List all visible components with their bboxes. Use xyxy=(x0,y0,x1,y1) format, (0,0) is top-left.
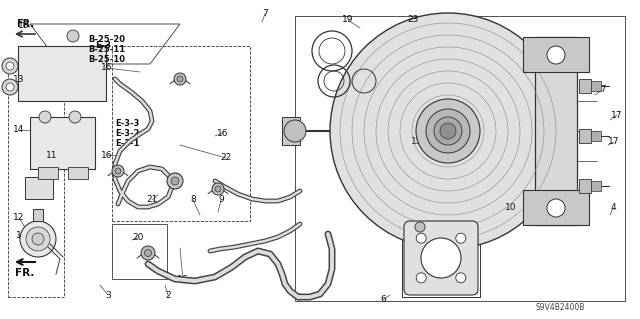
Text: 1: 1 xyxy=(16,231,22,240)
Text: 7: 7 xyxy=(262,10,268,19)
Circle shape xyxy=(6,83,14,91)
Bar xyxy=(295,16,625,301)
Text: 19: 19 xyxy=(342,16,354,25)
Text: FR.: FR. xyxy=(16,19,34,29)
Text: 21: 21 xyxy=(147,196,157,204)
Circle shape xyxy=(421,238,461,278)
Text: 11: 11 xyxy=(46,151,58,160)
Circle shape xyxy=(456,233,466,243)
Text: 16: 16 xyxy=(101,151,113,160)
Text: 17: 17 xyxy=(596,85,608,94)
Circle shape xyxy=(2,58,18,74)
Bar xyxy=(18,46,106,101)
Circle shape xyxy=(67,30,79,42)
Text: E-3-2: E-3-2 xyxy=(115,130,140,138)
Text: 8: 8 xyxy=(190,196,196,204)
Text: 10: 10 xyxy=(505,204,516,212)
Bar xyxy=(523,190,589,225)
Circle shape xyxy=(112,165,124,177)
Circle shape xyxy=(141,246,155,260)
Circle shape xyxy=(284,120,306,142)
Circle shape xyxy=(39,111,51,123)
Circle shape xyxy=(212,183,224,195)
Bar xyxy=(282,117,300,145)
Text: S9V4B2400B: S9V4B2400B xyxy=(535,302,585,311)
Bar xyxy=(25,177,53,199)
Circle shape xyxy=(416,233,426,243)
Text: 23: 23 xyxy=(407,16,419,25)
Circle shape xyxy=(434,117,462,145)
Bar xyxy=(591,181,601,191)
Bar xyxy=(38,167,58,179)
Bar xyxy=(523,37,589,72)
FancyBboxPatch shape xyxy=(404,221,478,295)
Circle shape xyxy=(415,222,425,232)
Text: 17: 17 xyxy=(611,110,623,120)
Bar xyxy=(30,117,95,169)
Bar xyxy=(535,37,577,225)
Text: 22: 22 xyxy=(220,153,232,162)
Text: 16: 16 xyxy=(177,276,189,285)
Circle shape xyxy=(215,186,221,192)
Circle shape xyxy=(440,123,456,139)
Text: 18: 18 xyxy=(19,20,29,29)
Circle shape xyxy=(167,173,183,189)
Text: 12: 12 xyxy=(13,213,25,222)
Circle shape xyxy=(6,62,14,70)
Text: 16: 16 xyxy=(101,63,113,72)
Bar xyxy=(68,167,88,179)
Text: B-25-11: B-25-11 xyxy=(88,44,125,54)
Bar xyxy=(579,179,591,193)
Text: 13: 13 xyxy=(13,76,25,85)
Circle shape xyxy=(174,73,186,85)
Circle shape xyxy=(32,233,44,245)
Text: 4: 4 xyxy=(610,204,616,212)
Circle shape xyxy=(2,79,18,95)
Circle shape xyxy=(177,76,183,82)
Text: E-3: E-3 xyxy=(95,41,111,49)
Bar xyxy=(112,46,250,221)
Text: 16: 16 xyxy=(217,129,228,137)
Circle shape xyxy=(20,221,56,257)
Text: 20: 20 xyxy=(132,234,144,242)
Circle shape xyxy=(69,111,81,123)
Text: B-25-20: B-25-20 xyxy=(88,34,125,43)
Text: 14: 14 xyxy=(13,125,25,135)
Circle shape xyxy=(330,13,566,249)
Bar xyxy=(33,209,43,221)
Text: 3: 3 xyxy=(105,291,111,300)
Circle shape xyxy=(426,109,470,153)
Circle shape xyxy=(26,227,50,251)
Circle shape xyxy=(171,177,179,185)
Bar xyxy=(8,67,64,297)
Text: 5: 5 xyxy=(553,204,559,212)
Circle shape xyxy=(547,199,565,217)
Bar xyxy=(591,131,601,141)
Bar xyxy=(402,219,480,297)
Text: 2: 2 xyxy=(165,291,171,300)
Bar xyxy=(112,224,167,279)
Text: E-3-1: E-3-1 xyxy=(115,139,140,149)
Circle shape xyxy=(416,273,426,283)
Text: FR.: FR. xyxy=(15,268,35,278)
Text: 17: 17 xyxy=(608,137,620,146)
Circle shape xyxy=(456,273,466,283)
Circle shape xyxy=(115,168,121,174)
Text: B-25-10: B-25-10 xyxy=(88,55,125,63)
Bar xyxy=(579,79,591,93)
Circle shape xyxy=(547,46,565,64)
Circle shape xyxy=(416,99,480,163)
Bar xyxy=(579,129,591,143)
Text: 6: 6 xyxy=(380,295,386,305)
Text: 15: 15 xyxy=(412,137,423,146)
Circle shape xyxy=(145,249,152,256)
Text: E-3-3: E-3-3 xyxy=(115,120,140,129)
Bar xyxy=(591,81,601,91)
Text: 9: 9 xyxy=(218,196,224,204)
